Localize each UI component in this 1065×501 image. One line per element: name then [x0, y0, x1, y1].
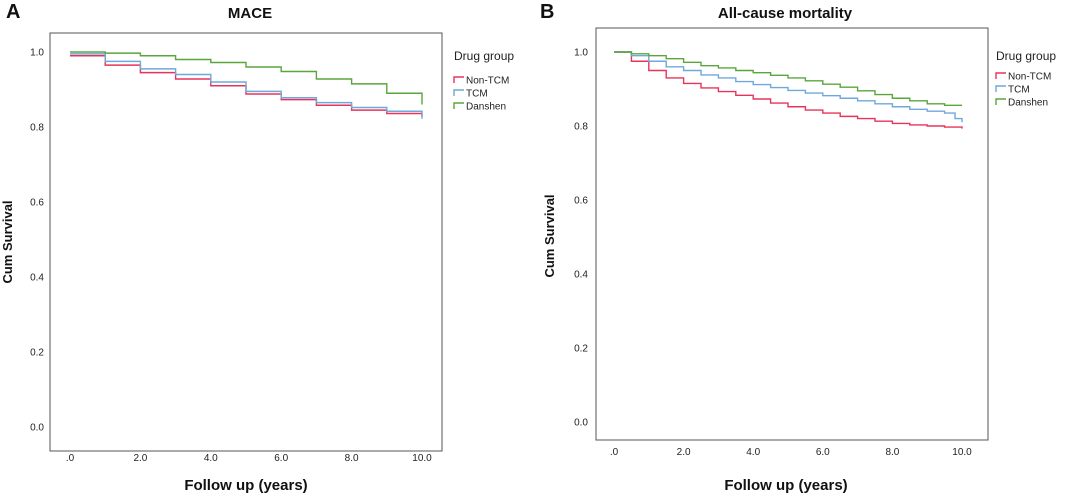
panel-a-series-tcm	[70, 53, 423, 119]
panel-b-legend-swatch	[995, 98, 1006, 105]
panel-b-series-tcm	[614, 51, 963, 123]
panel-b-x-tick: 2.0	[677, 447, 691, 458]
panel-a-series-danshen	[70, 51, 423, 105]
panel-b-series-danshen	[614, 51, 962, 106]
panel-a-x-tick: .0	[66, 453, 75, 464]
panel-b-x-tick: 6.0	[816, 447, 830, 458]
panel-a: A MACE Follow up (years) Cum Survival Dr…	[0, 1, 514, 494]
panel-b-legend-swatch	[995, 85, 1006, 92]
panel-a-title: MACE	[228, 5, 272, 22]
panel-b-y-tick: 0.8	[574, 122, 588, 133]
panel-b-series-non-tcm	[614, 51, 963, 129]
panel-b-xlabel: Follow up (years)	[724, 477, 847, 494]
panel-b-legend-label: TCM	[1008, 85, 1030, 96]
panel-a-x-tick: 4.0	[204, 453, 218, 464]
panel-b-x-tick: 10.0	[952, 447, 972, 458]
panel-b-y-tick: 1.0	[574, 48, 588, 59]
panel-b-legend-label: Non-TCM	[1008, 72, 1051, 83]
panel-a-legend-swatch	[453, 89, 464, 96]
panel-a-legend-label: TCM	[466, 89, 488, 100]
panel-a-legend-label: Danshen	[466, 102, 506, 113]
panel-a-x-tick: 6.0	[274, 453, 288, 464]
panel-a-ylabel: Cum Survival	[0, 200, 15, 283]
panel-b-legend-title: Drug group	[996, 49, 1056, 63]
panel-a-x-tick: 2.0	[133, 453, 147, 464]
panel-b-letter: B	[540, 1, 554, 23]
panel-a-x-tick: 8.0	[345, 453, 359, 464]
panel-b-x-tick: 8.0	[885, 447, 899, 458]
panel-a-legend-label: Non-TCM	[466, 76, 509, 87]
panel-b-y-tick: 0.4	[574, 270, 588, 281]
panel-a-legend-title: Drug group	[454, 49, 514, 63]
panel-a-y-tick: 0.6	[30, 198, 44, 209]
panel-a-x-tick: 10.0	[412, 453, 432, 464]
panel-a-y-tick: 0.8	[30, 123, 44, 134]
panel-b-ylabel: Cum Survival	[542, 194, 557, 277]
panel-a-y-tick: 1.0	[30, 48, 44, 59]
panel-a-xlabel: Follow up (years)	[184, 477, 307, 494]
panel-b-x-tick: 4.0	[746, 447, 760, 458]
panel-a-y-tick: 0.0	[30, 423, 44, 434]
panel-b-title: All-cause mortality	[718, 5, 853, 22]
panel-a-y-tick: 0.2	[30, 348, 44, 359]
panel-a-legend-swatch	[453, 76, 464, 83]
panel-b-legend-label: Danshen	[1008, 98, 1048, 109]
panel-a-y-tick: 0.4	[30, 273, 44, 284]
panel-a-legend-swatch	[453, 102, 464, 109]
panel-b-y-tick: 0.6	[574, 196, 588, 207]
panel-b-legend-swatch	[995, 72, 1006, 79]
panel-b-y-tick: 0.0	[574, 418, 588, 429]
panel-b: B All-cause mortality Follow up (years) …	[540, 1, 1056, 494]
panel-a-frame	[49, 32, 443, 452]
panel-a-letter: A	[6, 1, 20, 23]
panel-b-frame	[595, 27, 989, 441]
panel-b-y-tick: 0.2	[574, 344, 588, 355]
panel-b-x-tick: .0	[610, 447, 619, 458]
